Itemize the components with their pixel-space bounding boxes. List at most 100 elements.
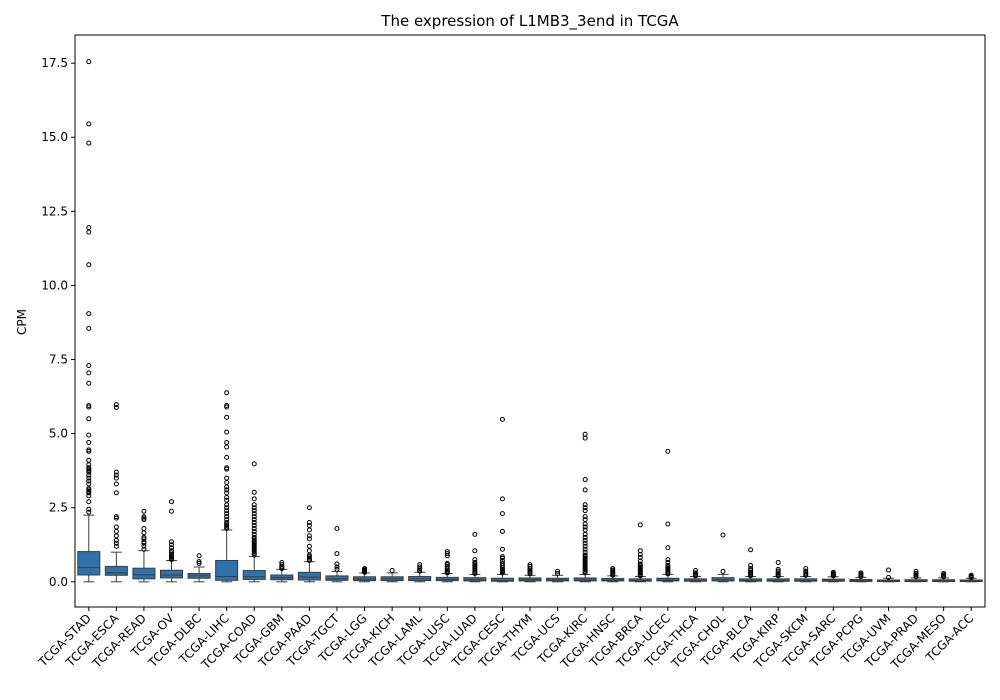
outlier-point	[582, 540, 588, 546]
outlier-point	[582, 524, 588, 530]
outlier-point	[306, 543, 312, 549]
y-tick-label: 5.0	[49, 427, 68, 441]
outlier-point	[885, 574, 891, 580]
box	[132, 567, 156, 580]
outlier-point	[86, 457, 92, 463]
outlier-point	[224, 440, 230, 446]
box-group-tcga-acc	[959, 572, 983, 583]
outlier-point	[113, 402, 119, 408]
outlier-point	[141, 540, 147, 546]
outlier-point	[334, 551, 340, 557]
outlier-point	[86, 325, 92, 331]
outlier-point	[582, 487, 588, 493]
box	[104, 565, 128, 576]
box	[490, 577, 514, 582]
outlier-point	[637, 573, 643, 579]
box-group-tcga-brca	[628, 522, 652, 583]
outlier-point	[444, 551, 450, 557]
outlier-point	[196, 559, 202, 565]
outlier-point	[582, 531, 588, 537]
outlier-point	[362, 569, 368, 575]
outlier-point	[472, 531, 478, 537]
outlier-point	[306, 527, 312, 533]
outlier-point	[692, 573, 698, 579]
outlier-point	[169, 539, 175, 545]
outlier-point	[720, 532, 726, 538]
outlier-point	[334, 525, 340, 531]
outlier-point	[582, 570, 588, 576]
outlier-point	[224, 484, 230, 490]
outlier-point	[86, 416, 92, 422]
outlier-point	[86, 478, 92, 484]
box	[297, 571, 321, 581]
outlier-point	[334, 566, 340, 572]
outlier-point	[748, 573, 754, 579]
outlier-point	[113, 515, 119, 521]
box-group-tcga-prad	[904, 568, 928, 583]
y-tick-label: 10.0	[41, 278, 68, 292]
outlier-point	[251, 502, 257, 508]
outlier-point	[306, 548, 312, 554]
outlier-point	[86, 121, 92, 127]
outlier-point	[113, 469, 119, 475]
box-group-tcga-luad	[463, 531, 487, 583]
outlier-point	[113, 475, 119, 481]
outlier-point	[86, 499, 92, 505]
outlier-point	[775, 560, 781, 566]
outlier-point	[86, 140, 92, 146]
outlier-point	[224, 454, 230, 460]
outlier-point	[665, 521, 671, 527]
outlier-point	[251, 552, 257, 558]
outlier-point	[169, 542, 175, 548]
outlier-point	[665, 545, 671, 551]
outlier-point	[251, 528, 257, 534]
outlier-point	[224, 404, 230, 410]
outlier-point	[196, 560, 202, 566]
outlier-point	[417, 568, 423, 574]
outlier-point	[472, 571, 478, 577]
box	[77, 551, 101, 576]
outlier-point	[86, 448, 92, 454]
outlier-point	[86, 59, 92, 65]
y-axis: 0.0 2.5 5.0 7.5 10.0 12.5 15.0 17.5	[41, 56, 75, 589]
box-group-tcga-kich	[380, 568, 404, 583]
outlier-point	[113, 528, 119, 534]
box	[325, 575, 349, 581]
outlier-point	[582, 537, 588, 543]
outlier-point	[830, 573, 836, 579]
outlier-point	[251, 505, 257, 511]
outlier-point	[224, 487, 230, 493]
outlier-point	[582, 514, 588, 520]
outlier-point	[637, 522, 643, 528]
box-group-tcga-hnsc	[601, 565, 625, 583]
outlier-point	[224, 502, 230, 508]
outlier-point	[306, 536, 312, 542]
outlier-point	[86, 509, 92, 515]
outlier-point	[86, 440, 92, 446]
y-tick-label: 15.0	[41, 130, 68, 144]
outlier-point	[913, 574, 919, 580]
box-group-tcga-coad	[242, 461, 266, 583]
outlier-point	[251, 522, 257, 528]
x-axis: TCGA-STADTCGA-ESCATCGA-READTCGA-OVTCGA-D…	[35, 607, 976, 672]
outlier-point	[251, 489, 257, 495]
outlier-point	[748, 547, 754, 553]
box-group-tcga-cesc	[490, 416, 514, 583]
outlier-point	[251, 520, 257, 526]
outlier-point	[224, 475, 230, 481]
outlier-point	[113, 481, 119, 487]
outlier-point	[941, 574, 947, 580]
outlier-point	[86, 311, 92, 317]
outlier-point	[224, 444, 230, 450]
outlier-point	[86, 469, 92, 475]
outlier-point	[86, 493, 92, 499]
outlier-point	[224, 466, 230, 472]
outlier-point	[86, 404, 92, 410]
outlier-point	[113, 543, 119, 549]
outlier-point	[224, 494, 230, 500]
plot-frame	[74, 34, 986, 608]
outlier-point	[86, 380, 92, 386]
box-group-tcga-uvm	[876, 567, 901, 583]
outlier-point	[251, 511, 257, 517]
